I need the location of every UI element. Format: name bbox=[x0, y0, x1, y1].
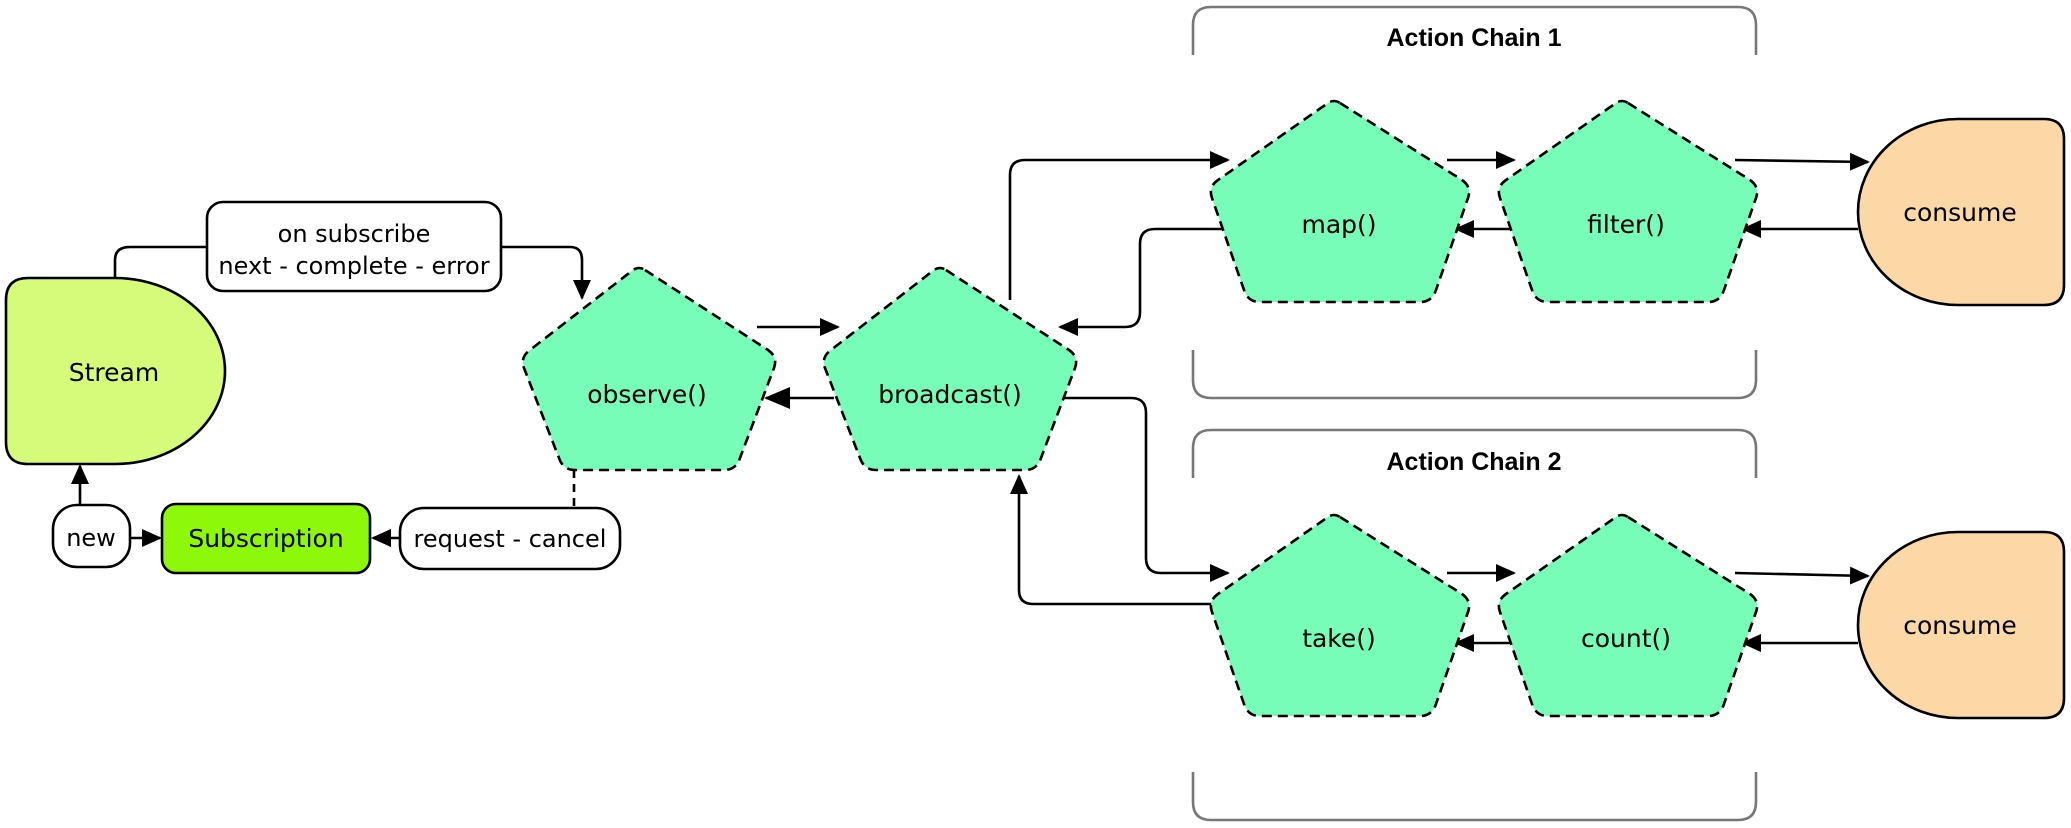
edge-map-to-broadcast bbox=[1058, 227, 1222, 336]
on-subscribe-line-2: next - complete - error bbox=[218, 252, 489, 280]
consume-1-label: consume bbox=[1903, 198, 2017, 227]
edge-count-to-consume-2 bbox=[1734, 566, 1870, 585]
new-label-text: new bbox=[66, 524, 116, 552]
on-subscribe-line-1: on subscribe bbox=[278, 220, 431, 248]
consume-2-node: consume bbox=[1856, 530, 2066, 720]
take-node: take() bbox=[1209, 513, 1471, 718]
filter-label: filter() bbox=[1587, 210, 1665, 239]
edge-filter-to-consume-1 bbox=[1734, 152, 1870, 171]
request-cancel-label: request - cancel bbox=[398, 506, 622, 571]
map-node: map() bbox=[1209, 99, 1471, 304]
count-node: count() bbox=[1497, 513, 1759, 718]
broadcast-label: broadcast() bbox=[878, 380, 1021, 409]
action-chain-2-title: Action Chain 2 bbox=[1386, 448, 1561, 476]
action-chain-2-group: Action Chain 2 bbox=[1191, 428, 1758, 822]
observe-node: observe() bbox=[521, 266, 777, 472]
observe-label: observe() bbox=[587, 380, 707, 409]
action-chain-1-bracket-bottom bbox=[1191, 350, 1758, 400]
consume-1-node: consume bbox=[1856, 117, 2066, 307]
take-label: take() bbox=[1302, 624, 1376, 653]
filter-node: filter() bbox=[1497, 99, 1759, 304]
stream-label: Stream bbox=[69, 358, 159, 387]
subscription-label: Subscription bbox=[188, 524, 343, 553]
action-chain-2-bracket-top bbox=[1191, 428, 1758, 478]
new-label: new bbox=[51, 503, 132, 569]
action-chain-1-title: Action Chain 1 bbox=[1386, 24, 1561, 52]
subscription-node: Subscription bbox=[160, 502, 372, 575]
broadcast-node: broadcast() bbox=[822, 266, 1078, 472]
edge-broadcast-to-map bbox=[1008, 151, 1230, 300]
count-label: count() bbox=[1581, 624, 1671, 653]
edge-take-to-broadcast bbox=[1010, 474, 1222, 606]
action-chain-2-bracket-bottom bbox=[1191, 772, 1758, 822]
request-cancel-text: request - cancel bbox=[414, 525, 607, 553]
action-chain-1-group: Action Chain 1 bbox=[1191, 5, 1758, 400]
map-label: map() bbox=[1301, 210, 1376, 239]
action-chain-1-bracket-top bbox=[1191, 5, 1758, 55]
on-subscribe-label: on subscribe next - complete - error bbox=[205, 200, 503, 293]
edge-broadcast-to-take bbox=[1063, 396, 1230, 582]
stream-node: Stream bbox=[4, 276, 227, 466]
consume-2-label: consume bbox=[1903, 611, 2017, 640]
